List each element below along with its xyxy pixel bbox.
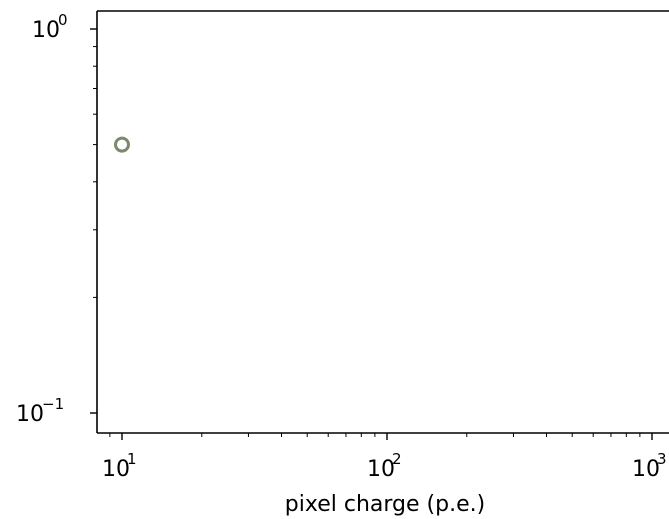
x-tick-exponent: 1 <box>127 450 137 468</box>
x-tick-label: 10 <box>102 457 130 482</box>
x-tick-label: 10 <box>632 457 660 482</box>
y-tick-label: 10 <box>32 18 60 43</box>
x-tick-label: 10 <box>367 457 395 482</box>
data-point <box>114 136 130 153</box>
data-points <box>114 136 130 153</box>
x-axis-label: pixel charge (p.e.) <box>285 492 485 517</box>
y-tick-label: 10 <box>16 402 44 427</box>
plot-area <box>96 10 669 434</box>
x-tick-exponent: 3 <box>657 450 667 468</box>
y-tick-exponent: 0 <box>58 11 68 29</box>
major-ticks <box>90 28 653 440</box>
minor-ticks <box>93 46 641 437</box>
x-tick-exponent: 2 <box>392 450 402 468</box>
y-tick-exponent: −1 <box>42 395 64 413</box>
